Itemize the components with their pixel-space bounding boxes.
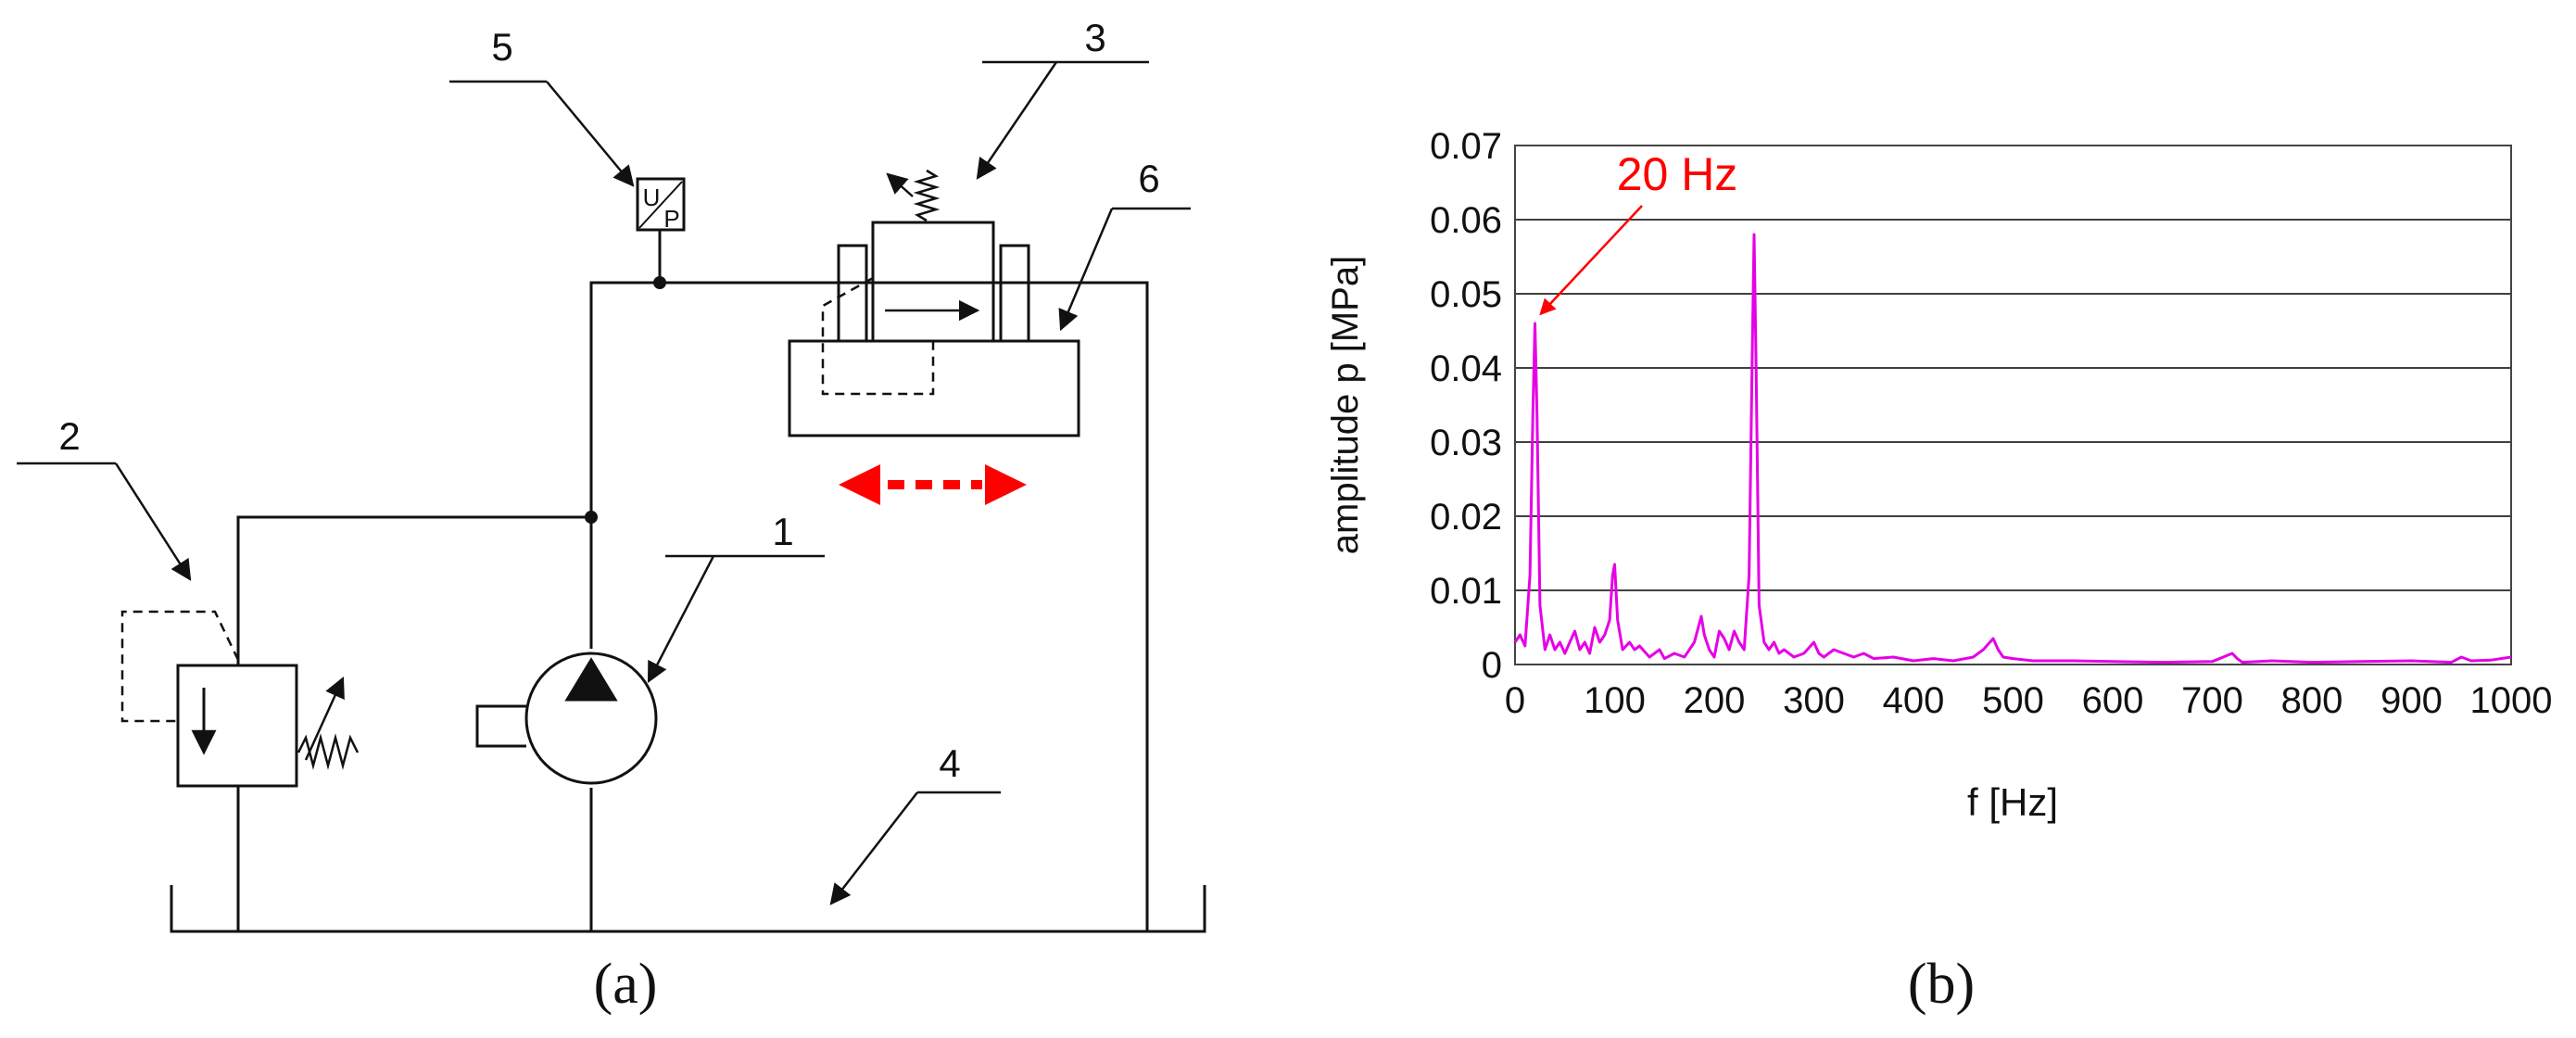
pressure-transducer: [636, 177, 686, 283]
test-valve: [788, 169, 1080, 437]
y-tick-label: 0.02: [1430, 497, 1502, 538]
pump: [475, 652, 658, 785]
x-tick-label: 0: [1505, 680, 1525, 721]
y-tick-label: 0.07: [1430, 126, 1502, 167]
x-tick-labels: 0 100 200 300 400 500 600 700 800 900 1000: [1505, 680, 2553, 721]
callout-3: 3: [1084, 16, 1105, 59]
x-tick-label: 200: [1684, 680, 1746, 721]
y-tick-label: 0.06: [1430, 200, 1502, 241]
callout-1: 1: [772, 510, 793, 553]
y-tick-label: 0.05: [1430, 274, 1502, 315]
relief-branch-line: [236, 515, 591, 665]
x-tick-label: 600: [2082, 680, 2144, 721]
x-tick-label: 100: [1584, 680, 1646, 721]
callout-6: 6: [1138, 157, 1159, 200]
pressure-line: [589, 281, 1149, 931]
relief-valve: [120, 610, 360, 788]
series-line-amplitude: [1513, 233, 2512, 665]
hydraulic-diagram: [17, 60, 1206, 933]
y-tick-label: 0: [1482, 645, 1502, 686]
x-tick-label: 700: [2181, 680, 2243, 721]
plot-frame: [1514, 145, 2512, 665]
y-tick-label: 0.01: [1430, 571, 1502, 612]
annotation-arrow: [1539, 205, 1643, 316]
x-tick-label: 1000: [2470, 680, 2553, 721]
junction-dot: [585, 511, 598, 524]
annotation-20hz: 20 Hz: [1617, 148, 1738, 200]
x-tick-label: 800: [2281, 680, 2343, 721]
callout-leaders: [17, 60, 1191, 905]
grid-lines: [1515, 145, 2511, 665]
caption-a: (a): [594, 953, 658, 1016]
callout-4: 4: [939, 741, 960, 785]
x-tick-label: 900: [2380, 680, 2443, 721]
caption-b: (b): [1908, 953, 1975, 1016]
x-tick-label: 500: [1982, 680, 2044, 721]
spectrum-chart: 0 0.01 0.02 0.03 0.04 0.05 0.06 0.07 0 100 200 300…: [1325, 126, 2552, 824]
tank: [170, 885, 1206, 933]
x-tick-label: 300: [1783, 680, 1845, 721]
callout-2: 2: [58, 414, 80, 458]
motion-arrow: [839, 464, 1027, 505]
y-tick-label: 0.04: [1430, 348, 1502, 389]
y-tick-label: 0.03: [1430, 423, 1502, 463]
sensor-letter-u: U: [643, 184, 661, 211]
sensor-letter-p: P: [663, 205, 679, 233]
x-tick-label: 400: [1883, 680, 1945, 721]
y-axis-label: amplitude p [MPa]: [1325, 256, 1366, 554]
x-axis-label: f [Hz]: [1967, 780, 2058, 824]
y-tick-labels: 0 0.01 0.02 0.03 0.04 0.05 0.06 0.07: [1430, 126, 1502, 686]
callout-5: 5: [491, 25, 512, 69]
